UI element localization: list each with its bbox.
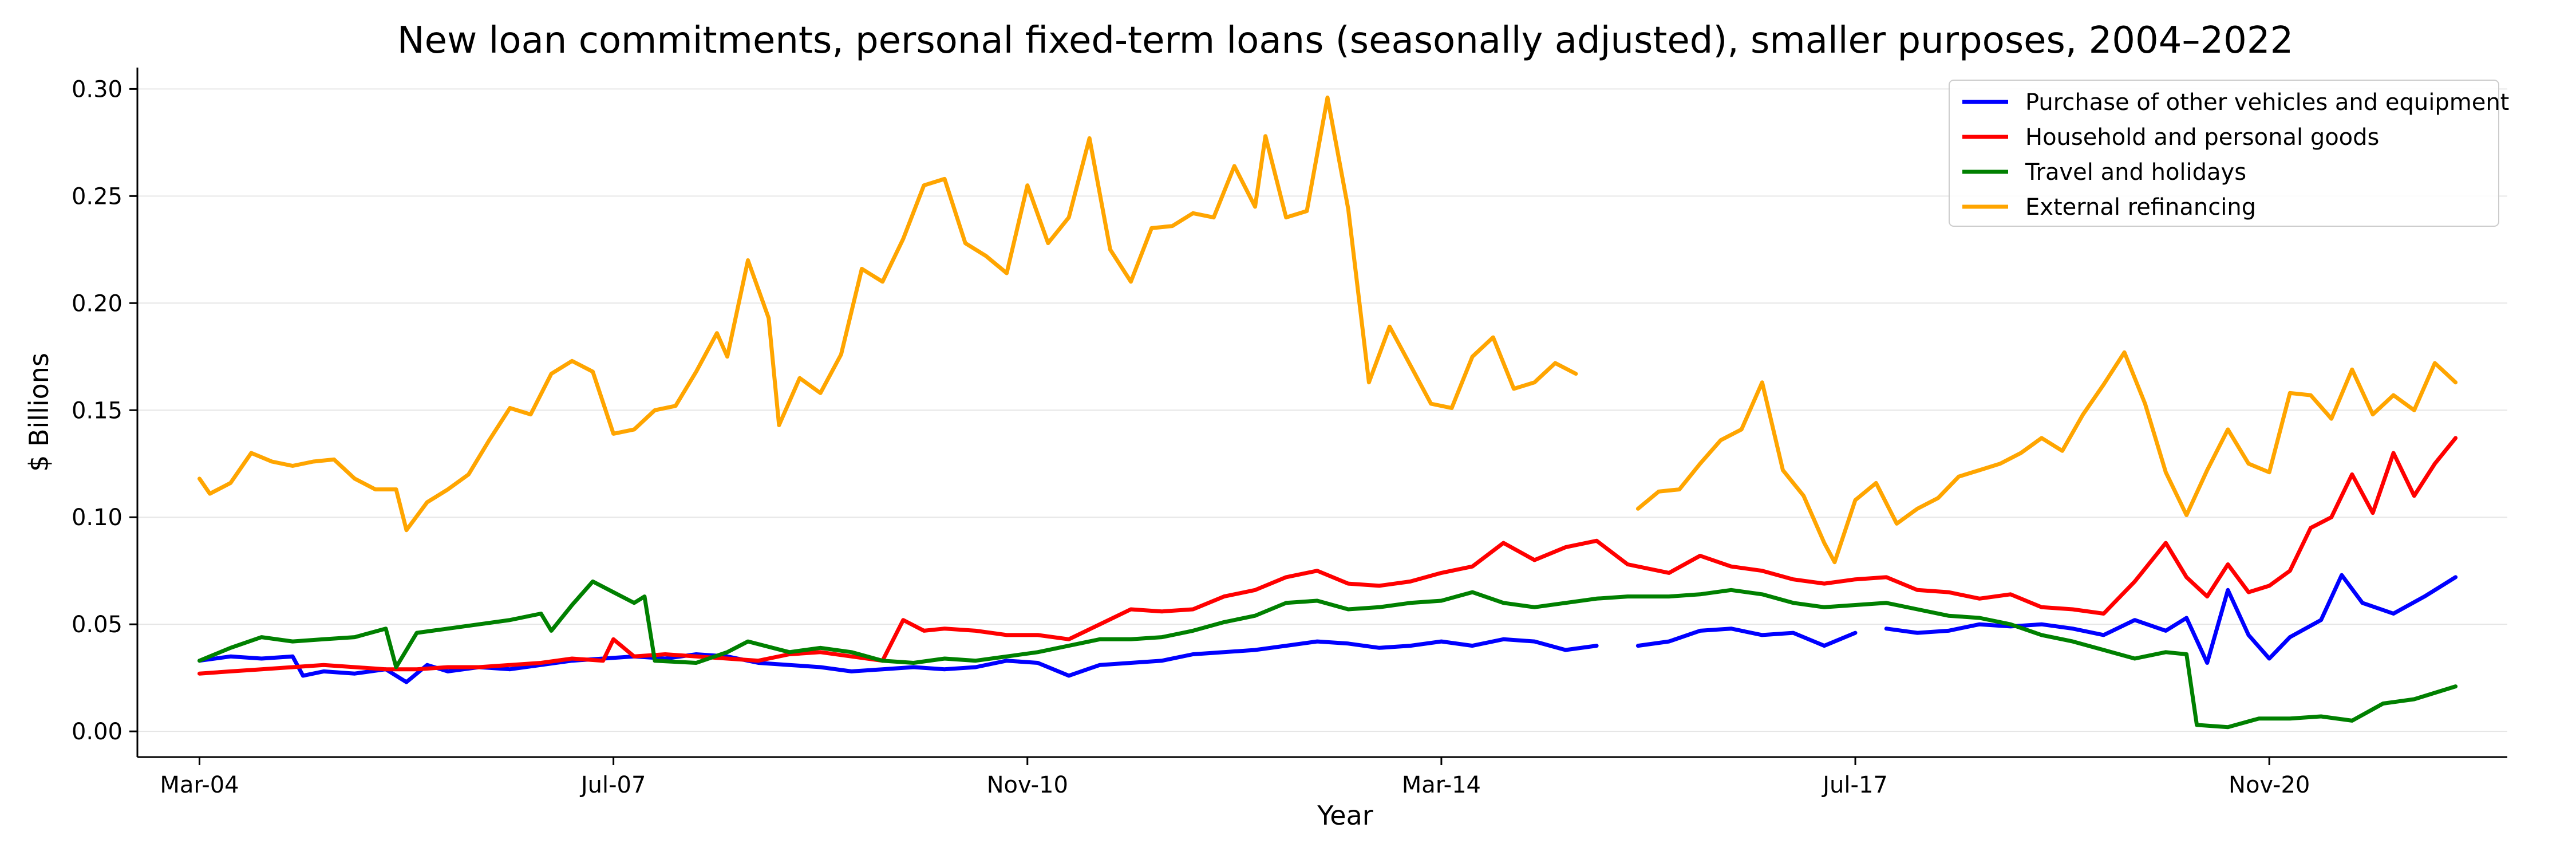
legend-entry: Travel and holidays — [2025, 159, 2246, 186]
y-axis-ticks: 0.00 0.05 0.10 0.15 0.20 0.25 0.30 — [72, 76, 137, 745]
legend-box — [1949, 80, 2499, 227]
x-axis-label: Year — [1317, 800, 1373, 831]
series-line-1 — [197, 436, 2458, 676]
series-line-3 — [197, 95, 2458, 565]
chart-title: New loan commitments, personal fixed-ter… — [397, 19, 2294, 62]
y-tick-label: 0.30 — [72, 76, 123, 103]
series-line-0 — [197, 573, 2458, 684]
legend-entry: External refinancing — [2025, 194, 2256, 220]
x-axis-ticks: Mar-04 Jul-07 Nov-10 Mar-14 Jul-17 Nov-20 — [160, 757, 2310, 798]
x-tick-label: Mar-04 — [160, 772, 239, 798]
y-tick-label: 0.15 — [72, 397, 123, 424]
x-tick-label: Jul-07 — [579, 772, 646, 798]
legend-entry: Household and personal goods — [2025, 124, 2379, 151]
legend: Purchase of other vehicles and equipment… — [1949, 80, 2509, 227]
x-tick-label: Nov-20 — [2229, 772, 2310, 798]
series-line-2 — [197, 579, 2458, 730]
y-tick-label: 0.05 — [72, 612, 123, 638]
legend-entry: Purchase of other vehicles and equipment — [2025, 89, 2509, 116]
series-lines — [197, 95, 2458, 730]
y-axis-label: $ Billions — [23, 353, 54, 472]
y-tick-label: 0.00 — [72, 719, 123, 745]
x-tick-label: Mar-14 — [1402, 772, 1481, 798]
x-tick-label: Jul-17 — [1821, 772, 1888, 798]
y-tick-label: 0.25 — [72, 183, 123, 210]
y-tick-label: 0.10 — [72, 505, 123, 531]
y-tick-label: 0.20 — [72, 290, 123, 317]
x-tick-label: Nov-10 — [987, 772, 1068, 798]
